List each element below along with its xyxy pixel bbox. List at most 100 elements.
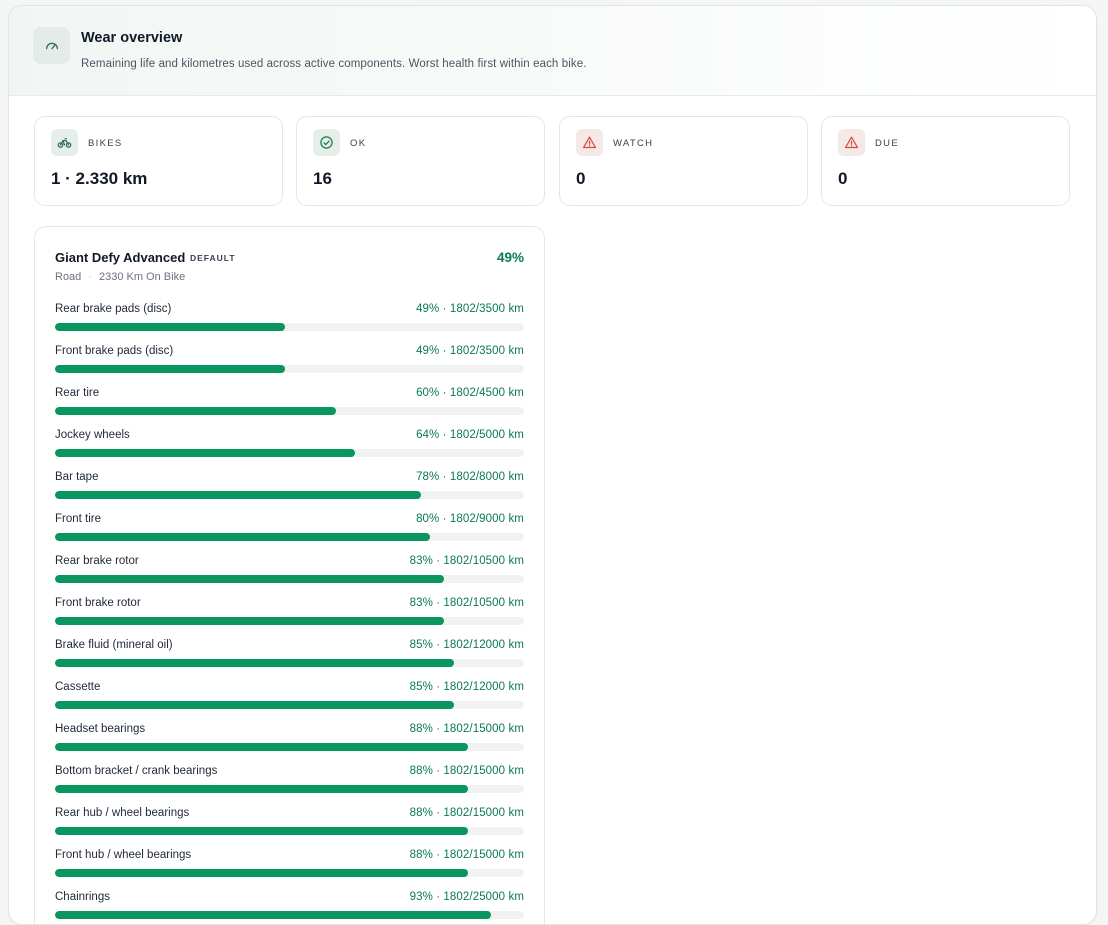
component-row: Front brake rotor 83% · 1802/10500 km [55, 596, 524, 638]
health-bar-fill [55, 533, 431, 541]
bike-distance: 2330 Km On Bike [98, 271, 186, 283]
health-bar-track [55, 827, 524, 835]
warning-icon [838, 129, 865, 156]
component-row: Front brake pads (disc) 49% · 1802/3500 k… [55, 344, 524, 386]
stat-label: WATCH [613, 138, 654, 149]
component-name: Front hub / wheel bearings [55, 849, 192, 861]
component-value: 83% · 1802/10500 km [409, 597, 524, 609]
health-bar-track [55, 491, 524, 499]
component-name: Front brake pads (disc) [55, 345, 174, 357]
component-value: 88% · 1802/15000 km [409, 765, 524, 777]
health-bar-fill [55, 659, 454, 667]
component-name: Rear brake rotor [55, 555, 139, 567]
stats-row: BIKES 1 · 2.330 km OK 16 WATCH 0 [34, 116, 1072, 206]
component-value: 78% · 1802/8000 km [416, 471, 524, 483]
component-value: 83% · 1802/10500 km [409, 555, 524, 567]
bike-card[interactable]: Giant Defy Advanced DEFAULT Road · 2330 Km… [34, 226, 545, 924]
health-bar-track [55, 659, 524, 667]
component-value: 85% · 1802/12000 km [409, 639, 524, 651]
stat-label: OK [350, 138, 367, 149]
component-row: Rear brake rotor 83% · 1802/10500 km [55, 554, 524, 596]
component-value: 88% · 1802/15000 km [409, 807, 524, 819]
stat-value: 0 [838, 169, 848, 188]
component-name: Cassette [55, 681, 101, 693]
health-bar-fill [55, 491, 421, 499]
component-row: Chainrings 93% · 1802/25000 km [55, 890, 524, 924]
stat-card-bikes: BIKES 1 · 2.330 km [34, 116, 283, 206]
check-circle-icon [313, 129, 340, 156]
component-row: Front tire 80% · 1802/9000 km [55, 512, 524, 554]
component-name: Bar tape [55, 471, 99, 483]
health-bar-fill [55, 701, 454, 709]
component-name: Bottom bracket / crank bearings [55, 765, 218, 777]
component-value: 80% · 1802/9000 km [416, 513, 524, 525]
health-bar-track [55, 449, 524, 457]
health-bar-fill [55, 407, 337, 415]
health-bar-fill [55, 743, 468, 751]
health-bar-fill [55, 869, 468, 877]
gauge-icon [33, 27, 70, 64]
health-bar-fill [55, 575, 445, 583]
component-name: Rear hub / wheel bearings [55, 807, 190, 819]
health-bar-track [55, 617, 524, 625]
health-bar-track [55, 701, 524, 709]
health-bar-fill [55, 617, 445, 625]
component-name: Rear tire [55, 387, 100, 399]
component-row: Front hub / wheel bearings 88% · 1802/150… [55, 848, 524, 890]
component-value: 88% · 1802/15000 km [409, 849, 524, 861]
page-subtitle: Remaining life and kilometres used acros… [81, 58, 587, 70]
bike-type: Road [55, 271, 82, 283]
component-name: Front brake rotor [55, 597, 141, 609]
health-bar-fill [55, 449, 356, 457]
health-bar-track [55, 323, 524, 331]
component-row: Rear tire 60% · 1802/4500 km [55, 386, 524, 428]
stat-label: DUE [875, 138, 899, 149]
stat-value: 1 · 2.330 km [51, 169, 148, 188]
health-bar-fill [55, 323, 285, 331]
component-value: 88% · 1802/15000 km [409, 723, 524, 735]
health-bar-track [55, 575, 524, 583]
stat-value: 0 [576, 169, 586, 188]
stat-card-watch: WATCH 0 [559, 116, 808, 206]
component-name: Brake fluid (mineral oil) [55, 639, 173, 651]
wear-overview-panel: Wear overview Remaining life and kilomet… [8, 5, 1097, 925]
health-bar-fill [55, 911, 492, 919]
health-bar-track [55, 785, 524, 793]
panel-header: Wear overview Remaining life and kilomet… [9, 6, 1096, 96]
health-bar-fill [55, 785, 468, 793]
health-bar-track [55, 365, 524, 373]
component-value: 85% · 1802/12000 km [409, 681, 524, 693]
component-row: Rear hub / wheel bearings 88% · 1802/1500… [55, 806, 524, 848]
health-bar-fill [55, 827, 468, 835]
bike-icon [51, 129, 78, 156]
component-row: Headset bearings 88% · 1802/15000 km [55, 722, 524, 764]
component-row: Bar tape 78% · 1802/8000 km [55, 470, 524, 512]
component-row: Brake fluid (mineral oil) 85% · 1802/1200… [55, 638, 524, 680]
warning-icon [576, 129, 603, 156]
stat-card-due: DUE 0 [821, 116, 1070, 206]
health-bar-track [55, 911, 524, 919]
bike-meta: Road · 2330 Km On Bike [55, 271, 186, 283]
component-row: Bottom bracket / crank bearings 88% · 180… [55, 764, 524, 806]
health-bar-track [55, 743, 524, 751]
page-title: Wear overview [81, 30, 183, 46]
component-value: 93% · 1802/25000 km [409, 891, 524, 903]
health-bar-track [55, 533, 524, 541]
health-bar-fill [55, 365, 285, 373]
bike-name: Giant Defy Advanced [55, 250, 186, 265]
component-list: Rear brake pads (disc) 49% · 1802/3500 km… [55, 302, 524, 924]
component-value: 49% · 1802/3500 km [416, 345, 524, 357]
component-name: Jockey wheels [55, 429, 130, 441]
component-value: 49% · 1802/3500 km [416, 303, 524, 315]
bike-health: 49% [496, 250, 524, 265]
component-value: 60% · 1802/4500 km [416, 387, 524, 399]
component-row: Cassette 85% · 1802/12000 km [55, 680, 524, 722]
component-name: Front tire [55, 513, 102, 525]
component-name: Rear brake pads (disc) [55, 303, 172, 315]
component-row: Jockey wheels 64% · 1802/5000 km [55, 428, 524, 470]
stat-value: 16 [313, 169, 332, 188]
stat-label: BIKES [88, 138, 123, 149]
component-name: Headset bearings [55, 723, 146, 735]
component-name: Chainrings [55, 891, 110, 903]
health-bar-track [55, 869, 524, 877]
